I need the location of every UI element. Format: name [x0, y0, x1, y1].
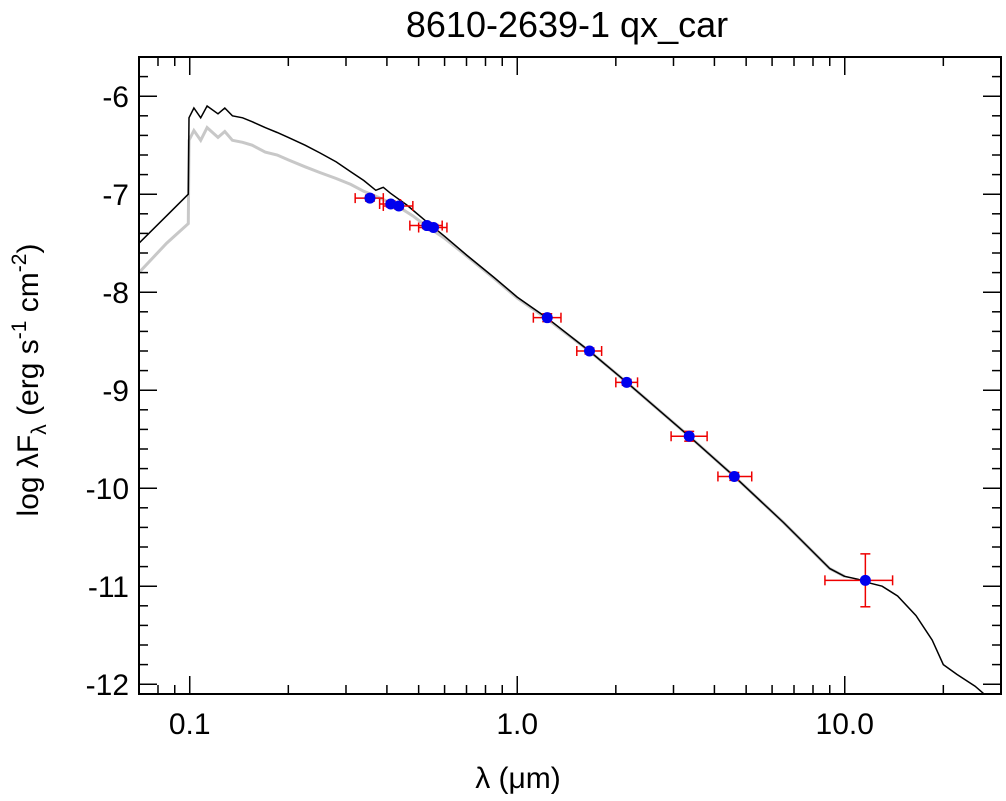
chart-title: 8610-2639-1 qx_car	[406, 4, 728, 45]
y-axis-label-exp2: -2	[8, 254, 31, 273]
photometry-point	[728, 470, 740, 482]
y-tick-label: -9	[102, 375, 129, 408]
x-axis-label-unit: μm	[509, 762, 551, 795]
y-tick-label: -12	[86, 669, 129, 702]
y-axis-label-units-close: )	[12, 244, 45, 254]
x-axis-label: λ (μm)	[475, 762, 561, 795]
x-axis-label-main: λ (	[475, 762, 508, 795]
plot-frame	[138, 56, 1002, 695]
y-axis-label-exp1: -1	[8, 321, 31, 340]
y-axis-label-units-open: (erg s	[12, 339, 45, 424]
y-axis-label-units-mid: cm	[12, 272, 45, 320]
x-tick-label: 10.0	[816, 708, 874, 741]
y-tick-label: -11	[88, 571, 129, 604]
plot-area	[139, 104, 986, 694]
y-axis-ticks: -6 -7 -8 -9 -10 -11 -12	[86, 56, 1001, 702]
y-tick-label: -6	[102, 81, 129, 114]
model-sed-line	[139, 104, 986, 694]
photometry-point	[364, 192, 376, 204]
photometry-point	[859, 574, 871, 586]
model-sed-gray-line	[139, 125, 846, 578]
y-tick-label: -7	[102, 179, 129, 212]
y-tick-label: -10	[86, 473, 129, 506]
photometry-point	[427, 222, 439, 234]
x-axis-label-close: )	[551, 762, 561, 795]
y-axis-label: log λFλ (erg s-1 cm-2)	[8, 244, 51, 517]
photometry-point	[621, 376, 633, 388]
photometry-point	[583, 345, 595, 357]
x-axis-ticks: 0.1 1.0 10.0	[138, 57, 1002, 741]
y-axis-label-subscript: λ	[28, 424, 51, 435]
y-axis-label-prefix: log λF	[12, 435, 45, 517]
photometry-point	[393, 200, 405, 212]
x-tick-label: 1.0	[496, 708, 538, 741]
x-tick-label: 0.1	[169, 708, 211, 741]
photometry-point	[541, 312, 553, 324]
photometry-point	[683, 430, 695, 442]
y-tick-label: -8	[102, 277, 129, 310]
